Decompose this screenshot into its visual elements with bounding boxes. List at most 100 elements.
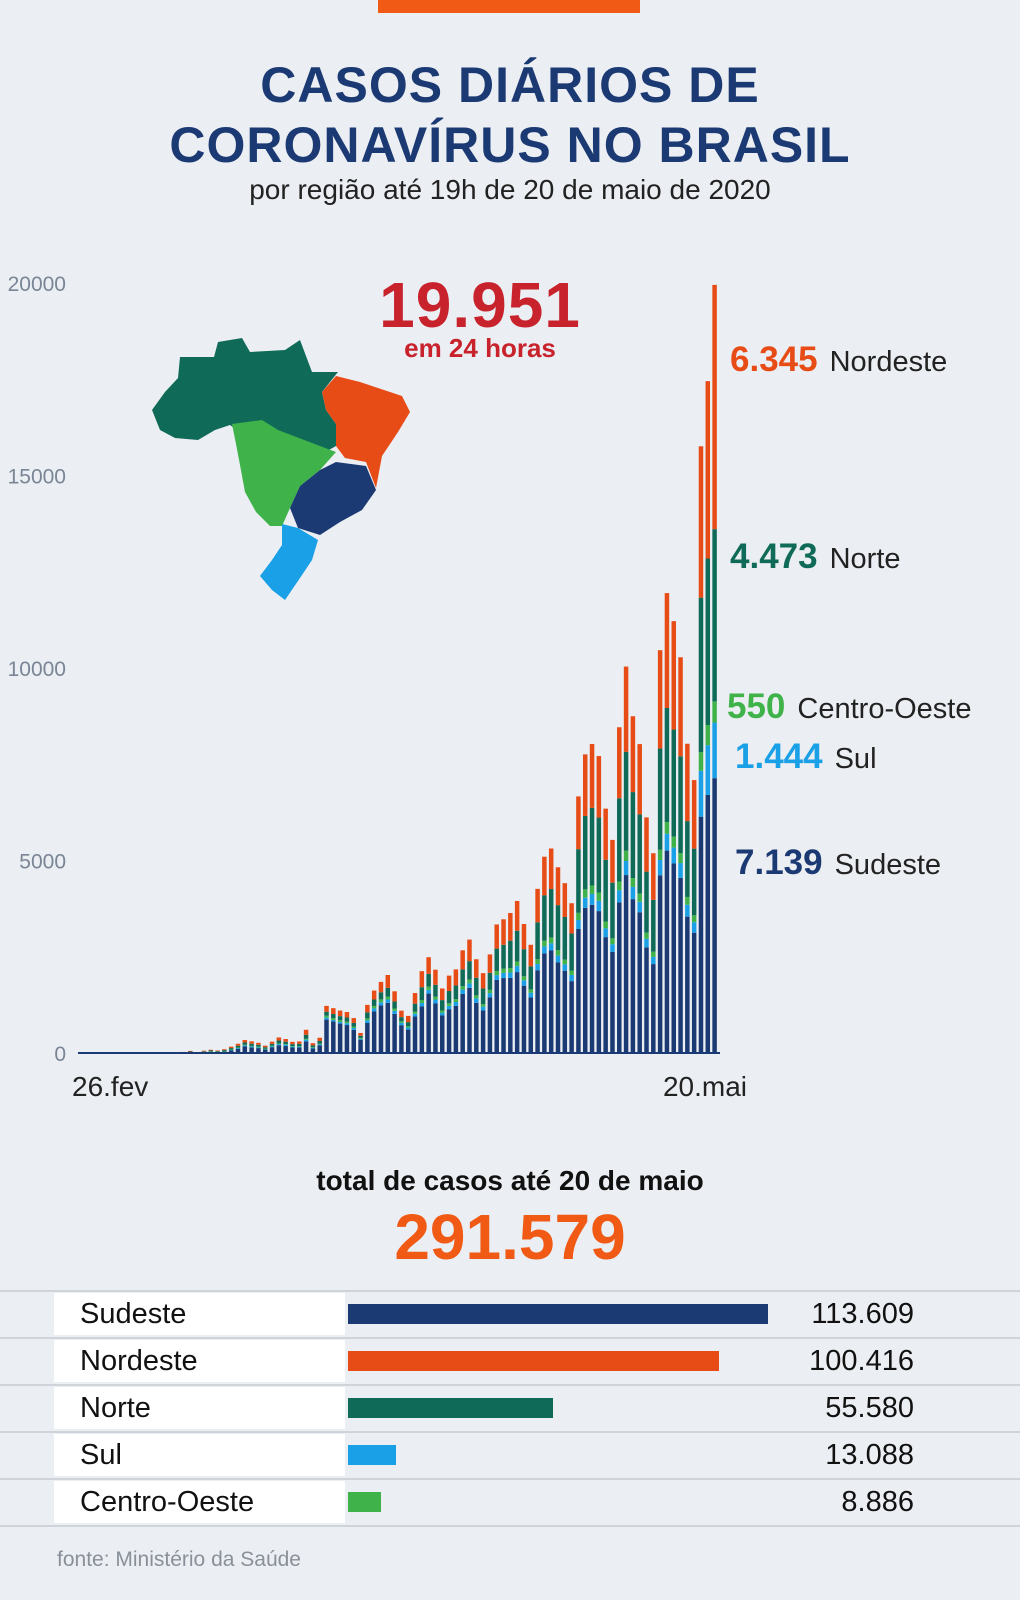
latest-label-centro-oeste: 550 Centro-Oeste [727, 687, 971, 727]
bar-sul-47 [399, 1022, 404, 1026]
bar-sul-59 [480, 1006, 486, 1011]
bar-sudeste-57 [467, 987, 472, 1053]
bar-centro-oeste-62 [501, 968, 506, 973]
bar-nordeste-43 [371, 990, 377, 1000]
bar-nordeste-23 [235, 1043, 241, 1046]
bar-norte-72 [569, 933, 574, 971]
bar-nordeste-76 [596, 756, 602, 818]
latest-value-sudeste: 7.139 [735, 843, 823, 882]
bar-centro-oeste-39 [344, 1021, 350, 1024]
bar-norte-73 [576, 849, 581, 913]
latest-region-centro-oeste: Centro-Oeste [797, 693, 972, 725]
bar-sudeste-82 [637, 912, 642, 1053]
bar-sudeste-35 [317, 1045, 322, 1053]
bar-norte-29 [276, 1040, 282, 1044]
bar-nordeste-82 [637, 744, 642, 815]
y-tick-label: 15000 [8, 466, 66, 489]
bar-norte-20 [215, 1051, 220, 1052]
bar-centro-oeste-65 [521, 976, 527, 981]
bar-sudeste-93 [712, 778, 717, 1053]
bar-sudeste-23 [235, 1048, 241, 1053]
bar-sul-29 [276, 1044, 282, 1046]
bar-sudeste-61 [494, 979, 499, 1053]
bar-sul-67 [535, 964, 540, 971]
bar-centro-oeste-20 [215, 1051, 220, 1053]
bar-centro-oeste-66 [528, 989, 534, 993]
bar-norte-78 [610, 882, 615, 939]
bar-sudeste-40 [351, 1029, 356, 1053]
bar-nordeste-64 [514, 900, 520, 931]
bar-sudeste-41 [358, 1039, 363, 1053]
bar-sul-37 [331, 1019, 336, 1022]
bar-nordeste-56 [460, 950, 465, 970]
bar-centro-oeste-84 [651, 951, 656, 957]
bar-norte-55 [453, 985, 459, 1000]
bar-sudeste-30 [283, 1046, 288, 1053]
bar-sul-63 [508, 972, 513, 978]
total-cases-title: total de casos até 20 de maio [316, 1165, 704, 1196]
y-tick-label: 20000 [8, 273, 66, 296]
bar-sul-93 [712, 722, 717, 779]
bar-centro-oeste-76 [596, 892, 602, 901]
bar-sudeste-63 [508, 977, 513, 1053]
bar-sul-64 [514, 966, 520, 973]
bar-nordeste-25 [249, 1041, 254, 1044]
bar-nordeste-52 [433, 969, 438, 985]
bar-norte-85 [657, 748, 663, 850]
bar-nordeste-83 [644, 817, 649, 872]
latest-label-nordeste: 6.345 Nordeste [730, 340, 947, 380]
bar-centro-oeste-57 [467, 979, 472, 984]
bar-sul-75 [589, 894, 595, 905]
bar-centro-oeste-77 [603, 921, 608, 929]
bar-sudeste-34 [310, 1048, 316, 1053]
bar-sul-80 [623, 861, 629, 876]
bar-centro-oeste-70 [555, 950, 561, 956]
bar-nordeste-42 [365, 1004, 370, 1013]
bar-sul-25 [249, 1046, 254, 1048]
bar-norte-60 [487, 972, 493, 990]
bar-sudeste-39 [344, 1025, 350, 1053]
bar-sul-27 [262, 1048, 268, 1050]
bar-nordeste-27 [262, 1045, 268, 1048]
bar-sul-43 [371, 1008, 377, 1012]
top-accent-bar [378, 0, 640, 13]
bar-norte-86 [664, 708, 670, 823]
bar-centro-oeste-41 [358, 1037, 363, 1039]
y-tick-label: 10000 [8, 658, 66, 681]
latest-region-norte: Norte [829, 543, 901, 575]
bar-nordeste-84 [651, 853, 656, 900]
bar-sul-45 [385, 999, 391, 1003]
bar-sul-38 [337, 1021, 343, 1024]
bar-norte-40 [351, 1022, 356, 1027]
bar-nordeste-85 [657, 650, 663, 749]
bar-centro-oeste-46 [392, 1008, 397, 1011]
bar-sudeste-64 [514, 972, 520, 1053]
bar-norte-49 [412, 1003, 418, 1012]
bar-norte-44 [378, 992, 384, 1000]
bar-nordeste-92 [705, 381, 711, 559]
bar-sul-66 [528, 992, 534, 998]
latest-value-nordeste: 6.345 [730, 340, 818, 379]
bar-sul-40 [351, 1027, 356, 1030]
bar-sudeste-22 [228, 1050, 234, 1053]
bar-norte-37 [331, 1013, 336, 1019]
bar-sudeste-51 [426, 993, 431, 1053]
bar-centro-oeste-55 [453, 999, 459, 1003]
bar-centro-oeste-83 [644, 932, 649, 939]
bar-norte-66 [528, 966, 534, 990]
bar-sudeste-27 [262, 1049, 268, 1053]
total-bar [348, 1492, 381, 1512]
bar-sudeste-53 [440, 1015, 445, 1053]
bar-sudeste-56 [460, 993, 465, 1053]
bar-sudeste-83 [644, 947, 649, 1053]
bar-norte-38 [337, 1016, 343, 1021]
bar-sudeste-38 [337, 1023, 343, 1053]
bar-centro-oeste-73 [576, 912, 581, 920]
bar-nordeste-70 [555, 867, 561, 906]
region-total: 8.886 [841, 1486, 914, 1518]
bar-norte-90 [691, 848, 697, 916]
bar-sul-77 [603, 928, 608, 938]
bar-norte-92 [705, 558, 711, 725]
region-total: 55.580 [825, 1392, 914, 1424]
bar-sudeste-52 [433, 1003, 438, 1053]
